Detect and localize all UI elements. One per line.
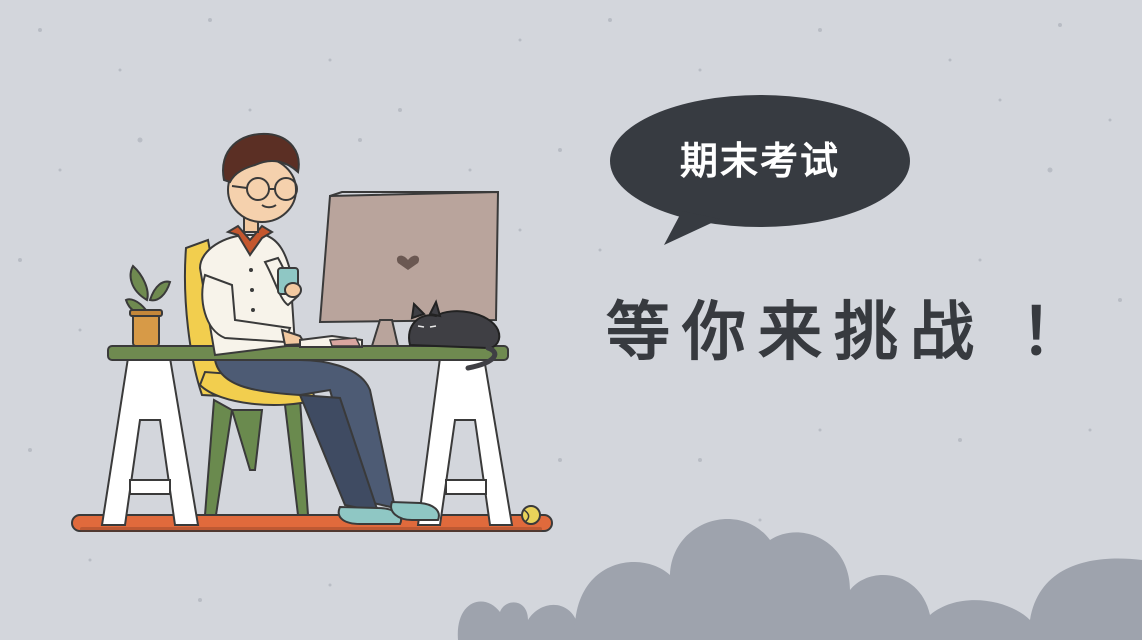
clouds xyxy=(457,518,1142,640)
speckles xyxy=(18,18,1122,602)
glasses-icon xyxy=(231,177,298,201)
headline: 等你来挑战 ！ xyxy=(606,296,1097,370)
bubble-text: 期末考试 xyxy=(679,139,840,183)
computer-monitor xyxy=(318,190,500,347)
speech-bubble: 期末考试 xyxy=(608,93,912,245)
table-leg-left xyxy=(100,357,200,526)
table-leg-right xyxy=(416,357,514,526)
table-top xyxy=(107,345,509,361)
potted-plant-icon xyxy=(124,264,172,347)
shoe-right xyxy=(390,500,440,521)
hair xyxy=(222,132,300,184)
heart-icon xyxy=(396,255,420,270)
tennis-ball-icon xyxy=(521,505,541,525)
sleeping-cat-icon xyxy=(408,299,501,371)
speech-bubble-icon xyxy=(610,95,910,245)
shoe-left xyxy=(337,505,403,525)
